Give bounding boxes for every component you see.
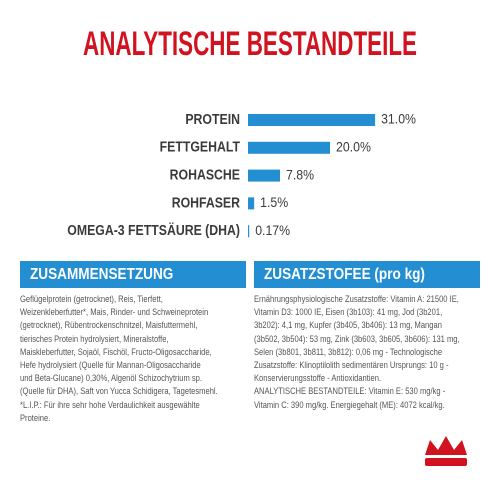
- panel-title: ZUSATZSTOFEE (pro kg): [264, 266, 425, 283]
- value-label: 31.0%: [381, 111, 416, 127]
- value-label: 20.0%: [336, 139, 371, 155]
- text-line: Vitamin D3: 1000 IE, Eisen (3b103): 41 m…: [254, 307, 443, 319]
- text-line: Proteine.: [20, 412, 51, 424]
- panel-header: [254, 261, 480, 288]
- chart-title: ANALYTISCHE BESTANDTEILE: [83, 25, 417, 63]
- text-line: Konservierungsstoffe - Antioxidantien.: [254, 373, 382, 385]
- bar: [248, 225, 250, 238]
- value-label: 1.5%: [260, 194, 288, 210]
- category-label: PROTEIN: [185, 111, 240, 127]
- bar: [248, 114, 376, 126]
- text-line: Zusatzstoffe: Klinoptilolith sedimentäre…: [254, 360, 449, 372]
- category-label: ROHASCHE: [170, 166, 240, 182]
- text-line: *L.I.P.: Für ihre sehr hohe Verdaulichke…: [20, 399, 200, 411]
- panel-header: [20, 261, 246, 288]
- text-line: Hefe hydrolysiert (Quelle für Mannan-Oli…: [20, 360, 201, 372]
- text-line: Weizenkleberfutter*, Mais, Rinder- und S…: [20, 307, 209, 319]
- text-line: 3b202): 4,1 mg, Kupfer (3b405, 3b406): 1…: [254, 320, 442, 332]
- text-line: Vitamin C: 390 mg/kg. Energiegehalt (ME)…: [254, 399, 445, 411]
- category-label: ROHFASER: [172, 194, 240, 210]
- logo: [425, 436, 467, 466]
- bar: [248, 141, 330, 154]
- text-line: ANALYTISCHE BESTANDTEILE: Vitamin E: 530…: [254, 386, 446, 398]
- text-line: tierisches Protein hydrolysiert, Mineral…: [20, 333, 169, 345]
- bar: [248, 197, 255, 210]
- text-line: Ernährungsphysiologische Zusatzstoffe: V…: [254, 294, 459, 305]
- text-line: (Quelle für DHA), Saft von Yucca Schidig…: [20, 386, 218, 398]
- text-line: (3b502, 3b504): 53 mg, Zink (3b603, 3b60…: [254, 333, 460, 345]
- category-label: OMEGA-3 FETTSÄURE (DHA): [67, 221, 240, 238]
- panel-text: Geflügelprotein (getrocknet), Reis, Tier…: [20, 293, 245, 425]
- value-label: 7.8%: [286, 167, 314, 183]
- value-label: 0.17%: [255, 222, 290, 238]
- bar: [248, 169, 280, 182]
- text-line: Selen (3b801, 3b811, 3b812): 0,06 mg - T…: [254, 346, 443, 358]
- text-line: und Beta-Glucane) 0,30%, Algenöl Schizoc…: [20, 373, 203, 385]
- panel-text: Ernährungsphysiologische Zusatzstoffe: V…: [254, 293, 479, 412]
- panel-title: ZUSAMMENSETZUNG: [30, 266, 173, 283]
- text-line: (getrocknet), Rübentrockenschnitzel, Mai…: [20, 320, 198, 332]
- text-line: Geflügelprotein (getrocknet), Reis, Tier…: [20, 294, 163, 305]
- category-label: FETTGEHALT: [160, 139, 241, 155]
- text-line: Maiskleberfutter, Sojaöl, Fischöl, Fruct…: [20, 346, 212, 358]
